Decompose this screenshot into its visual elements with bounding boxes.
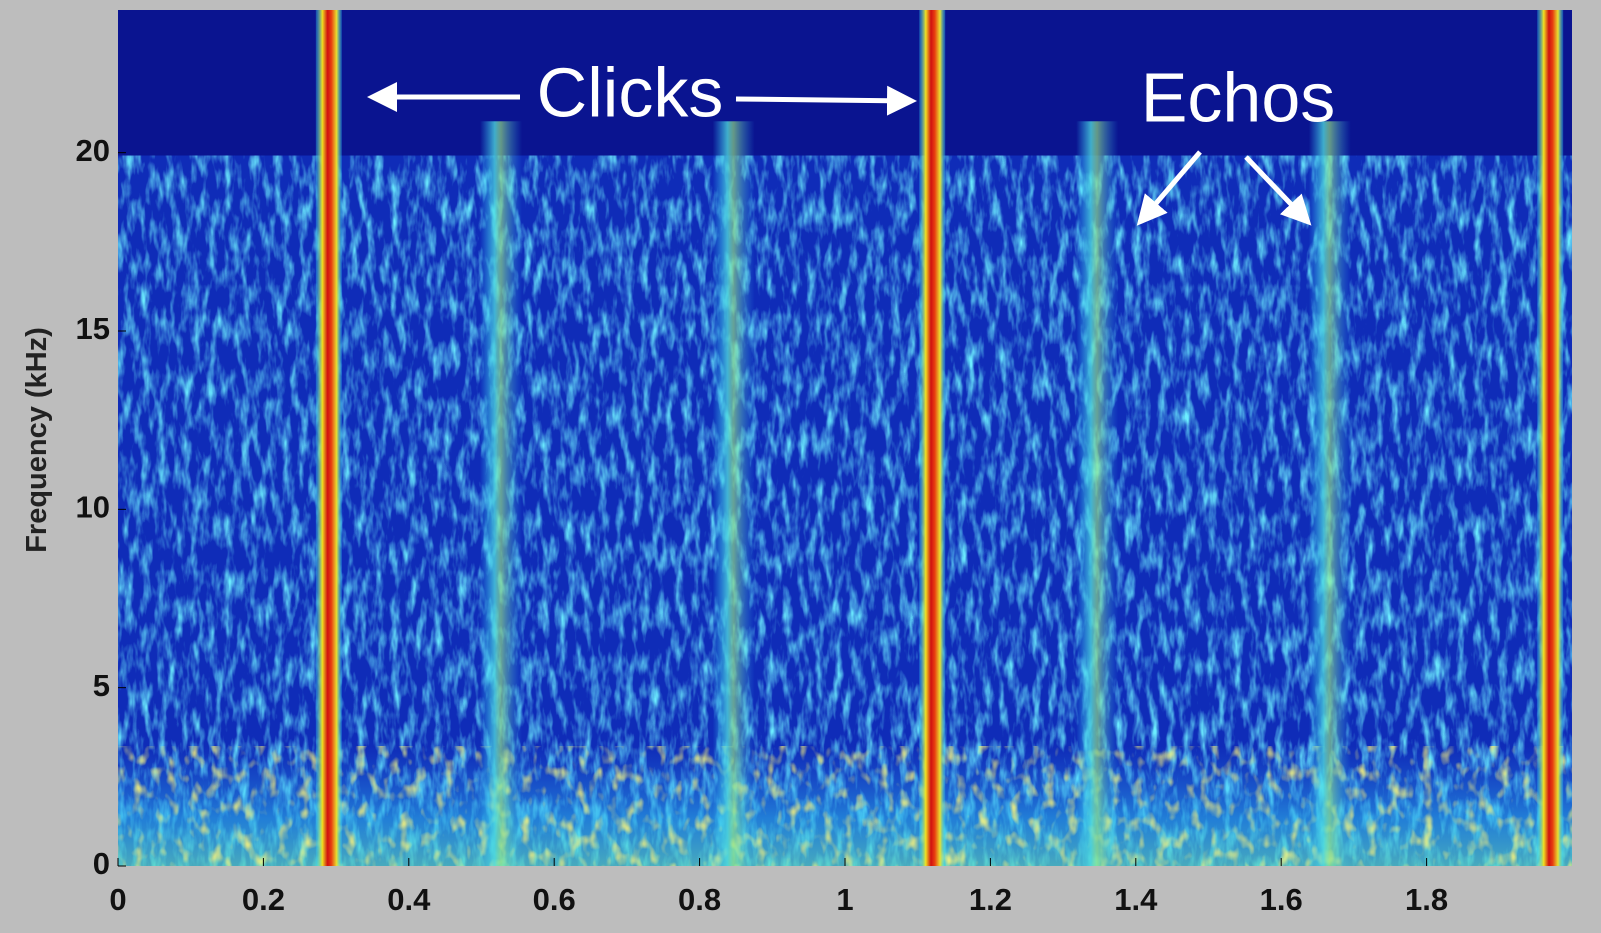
y-tick-label: 10: [76, 490, 110, 525]
y-tick-label: 5: [93, 668, 110, 703]
annotation: Echos: [1141, 58, 1336, 136]
echo: [480, 121, 522, 866]
plot-area: [118, 10, 1572, 866]
click: [316, 10, 342, 866]
x-tick-label: 0.2: [242, 882, 285, 917]
annotation: Clicks: [537, 53, 724, 131]
x-tick-label: 0: [109, 882, 126, 917]
x-tick-label: 0.4: [387, 882, 431, 917]
x-tick-label: 1.6: [1260, 882, 1303, 917]
click: [919, 10, 945, 866]
echo: [1309, 121, 1351, 866]
y-axis-label: Frequency (kHz): [21, 327, 53, 553]
echo: [1076, 121, 1118, 866]
y-tick-label: 15: [76, 311, 110, 346]
page: {"chart_data": {"type": "spectrogram", "…: [0, 0, 1601, 933]
echo: [713, 121, 755, 866]
y-tick-label: 20: [76, 133, 110, 168]
x-tick-label: 1.4: [1114, 882, 1158, 917]
chart: Frequency (kHz) Clicks Echos 0 0.2 0.4 0.6 0…: [0, 0, 1601, 933]
x-tick-label: 0.6: [533, 882, 576, 917]
x-tick-label: 1.2: [969, 882, 1012, 917]
y-tick-label: 0: [93, 846, 110, 881]
x-tick-label: 1: [836, 882, 853, 917]
click: [1537, 10, 1563, 866]
arrow: [736, 99, 912, 101]
x-tick-label: 1.8: [1405, 882, 1448, 917]
x-tick-label: 0.8: [678, 882, 721, 917]
